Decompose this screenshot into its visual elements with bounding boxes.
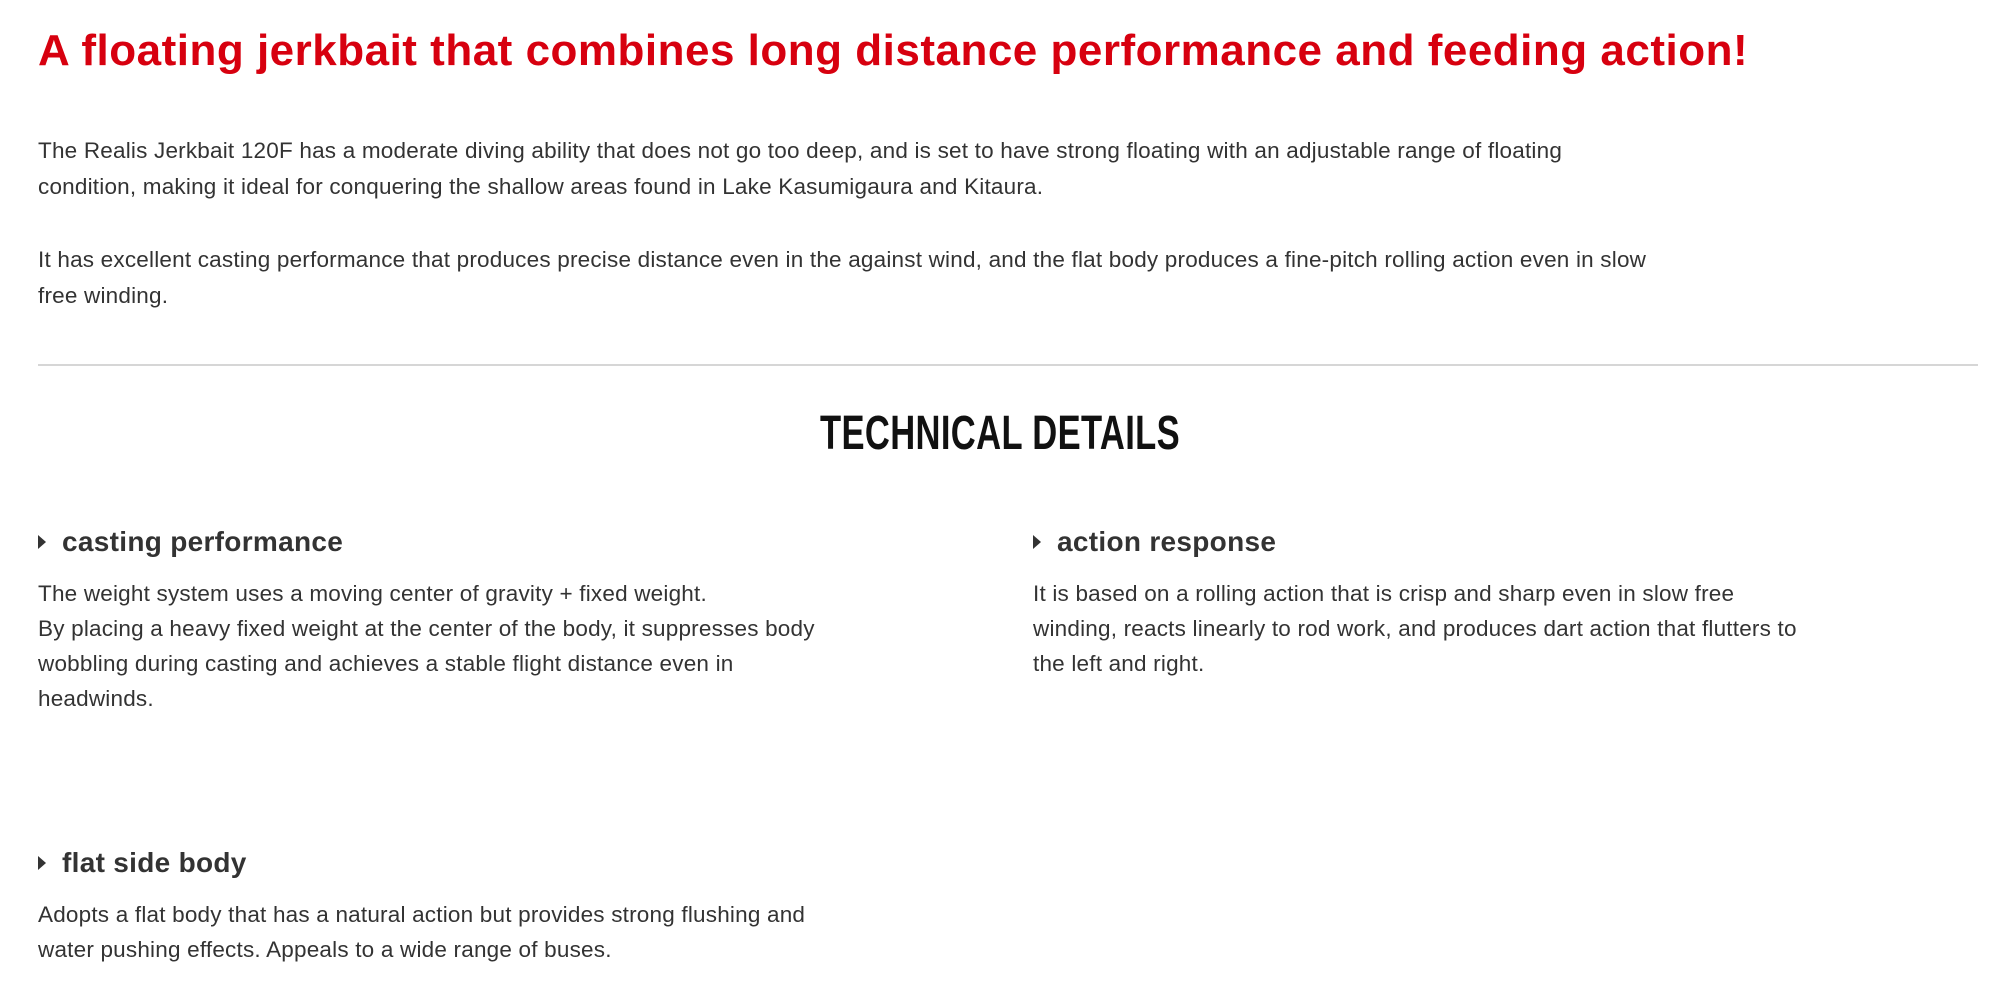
feature-heading: casting performance bbox=[38, 522, 968, 562]
intro-paragraph-1: The Realis Jerkbait 120F has a moderate … bbox=[38, 133, 1562, 205]
intro-line: free winding. bbox=[38, 283, 169, 308]
feature-casting-performance: casting performance The weight system us… bbox=[38, 522, 968, 716]
feature-heading: flat side body bbox=[38, 843, 968, 883]
intro-line: The Realis Jerkbait 120F has a moderate … bbox=[38, 138, 1563, 163]
intro-line: condition, making it ideal for conquerin… bbox=[38, 174, 1044, 199]
feature-line: the left and right. bbox=[1033, 651, 1205, 676]
caret-right-icon bbox=[1033, 535, 1041, 549]
section-title: TECHNICAL DETAILS bbox=[819, 407, 1181, 460]
feature-line: It is based on a rolling action that is … bbox=[1033, 581, 1735, 606]
feature-line: Adopts a flat body that has a natural ac… bbox=[38, 902, 806, 927]
feature-title: flat side body bbox=[62, 847, 247, 878]
feature-line: The weight system uses a moving center o… bbox=[38, 581, 707, 606]
feature-action-response: action response It is based on a rolling… bbox=[1033, 522, 1963, 681]
caret-right-icon bbox=[38, 535, 46, 549]
section-divider bbox=[38, 364, 1978, 366]
headline: A floating jerkbait that combines long d… bbox=[38, 26, 1749, 75]
feature-heading: action response bbox=[1033, 522, 1963, 562]
feature-line: water pushing effects. Appeals to a wide… bbox=[38, 937, 612, 962]
feature-flat-side-body: flat side body Adopts a flat body that h… bbox=[38, 843, 968, 967]
caret-right-icon bbox=[38, 856, 46, 870]
feature-body: It is based on a rolling action that is … bbox=[1033, 576, 1963, 681]
feature-body: The weight system uses a moving center o… bbox=[38, 576, 968, 716]
feature-body: Adopts a flat body that has a natural ac… bbox=[38, 897, 968, 967]
feature-line: wobbling during casting and achieves a s… bbox=[38, 651, 734, 676]
feature-title: casting performance bbox=[62, 526, 344, 557]
intro-paragraph-2: It has excellent casting performance tha… bbox=[38, 242, 1646, 314]
feature-line: winding, reacts linearly to rod work, an… bbox=[1033, 616, 1797, 641]
technical-details-heading: TECHNICAL DETAILS bbox=[0, 406, 2000, 461]
feature-line: By placing a heavy fixed weight at the c… bbox=[38, 616, 815, 641]
intro-line: It has excellent casting performance tha… bbox=[38, 247, 1647, 272]
feature-line: headwinds. bbox=[38, 686, 154, 711]
feature-title: action response bbox=[1057, 526, 1277, 557]
